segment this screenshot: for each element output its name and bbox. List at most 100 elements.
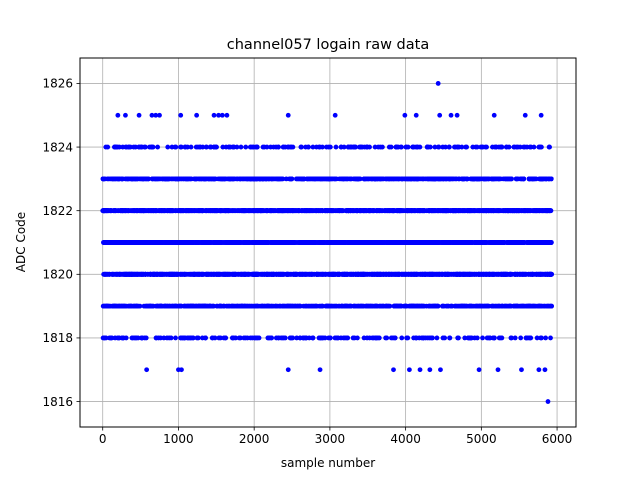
data-point — [371, 208, 376, 213]
data-point — [462, 176, 467, 181]
data-point — [176, 176, 181, 181]
data-point — [340, 208, 345, 213]
data-point — [504, 145, 509, 150]
data-point — [375, 176, 380, 181]
data-point — [302, 240, 307, 245]
data-point — [243, 145, 248, 150]
data-point — [124, 208, 129, 213]
data-point — [433, 240, 438, 245]
data-point — [399, 176, 404, 181]
data-point — [478, 208, 483, 213]
data-point — [196, 145, 201, 150]
data-point — [205, 208, 210, 213]
data-point — [103, 145, 108, 150]
data-point — [197, 208, 202, 213]
data-point — [477, 240, 482, 245]
data-point — [144, 176, 149, 181]
data-point — [206, 176, 211, 181]
data-point — [174, 240, 179, 245]
data-point — [235, 176, 240, 181]
data-point — [455, 145, 460, 150]
data-point — [139, 176, 144, 181]
data-point — [326, 240, 331, 245]
data-point — [158, 176, 163, 181]
data-point — [150, 208, 155, 213]
data-point — [170, 208, 175, 213]
data-point — [397, 240, 402, 245]
data-point — [538, 145, 543, 150]
data-point — [227, 145, 232, 150]
data-point — [183, 145, 188, 150]
data-point — [506, 176, 511, 181]
data-point — [413, 240, 418, 245]
data-point — [352, 145, 357, 150]
data-point — [527, 176, 532, 181]
data-point — [232, 240, 237, 245]
data-point — [288, 176, 293, 181]
data-point — [155, 145, 160, 150]
data-point — [142, 145, 147, 150]
data-point — [430, 176, 435, 181]
data-point — [534, 208, 539, 213]
data-point — [268, 240, 273, 245]
data-point — [546, 176, 551, 181]
data-point — [303, 145, 308, 150]
data-point — [275, 176, 280, 181]
data-point — [333, 176, 338, 181]
data-point — [334, 145, 339, 150]
data-point — [153, 176, 158, 181]
data-point — [436, 176, 441, 181]
data-point — [521, 240, 526, 245]
data-point — [341, 176, 346, 181]
data-point — [184, 176, 189, 181]
data-point — [192, 208, 197, 213]
data-point — [129, 240, 134, 245]
data-point — [193, 176, 198, 181]
data-point — [395, 145, 400, 150]
data-point — [135, 176, 140, 181]
data-point — [179, 145, 184, 150]
data-point — [250, 145, 255, 150]
data-point — [463, 145, 468, 150]
data-point — [547, 145, 552, 150]
data-point — [113, 176, 118, 181]
data-point — [275, 208, 280, 213]
data-point — [436, 208, 441, 213]
data-point — [208, 145, 213, 150]
data-point — [532, 145, 537, 150]
data-point — [144, 240, 149, 245]
data-point — [437, 145, 442, 150]
data-point — [327, 208, 332, 213]
data-point — [251, 176, 256, 181]
data-point — [187, 240, 192, 245]
data-point — [327, 176, 332, 181]
data-point — [269, 208, 274, 213]
data-point — [257, 240, 262, 245]
data-point — [383, 208, 388, 213]
data-point — [244, 240, 249, 245]
data-point — [367, 240, 372, 245]
data-point — [524, 208, 529, 213]
data-point — [303, 208, 308, 213]
data-point — [465, 208, 470, 213]
data-point — [113, 145, 118, 150]
data-point — [294, 240, 299, 245]
data-point — [131, 208, 136, 213]
data-point — [399, 145, 404, 150]
data-point — [417, 176, 422, 181]
data-point — [170, 240, 175, 245]
data-point — [483, 176, 488, 181]
data-point — [309, 240, 314, 245]
data-point — [137, 145, 142, 150]
data-point — [415, 145, 420, 150]
data-point — [411, 145, 416, 150]
data-point — [215, 208, 220, 213]
data-point — [490, 240, 495, 245]
data-point — [421, 176, 426, 181]
data-point — [499, 145, 504, 150]
data-point — [219, 240, 224, 245]
data-point — [122, 240, 127, 245]
data-point — [454, 240, 459, 245]
data-point — [179, 240, 184, 245]
